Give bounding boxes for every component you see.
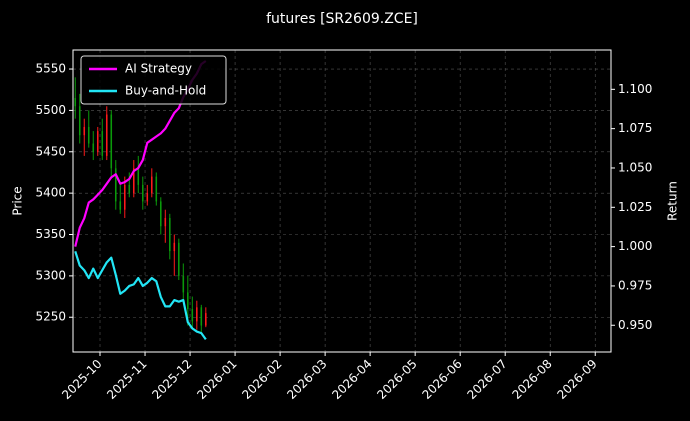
candle-body [205, 313, 207, 326]
legend-label: AI Strategy [125, 62, 192, 76]
candle-body [173, 242, 176, 252]
y-tick-label: 5250 [35, 310, 66, 324]
candle-body [141, 184, 144, 202]
candle-body [187, 292, 189, 309]
candle-body [128, 184, 131, 194]
candle-body [114, 168, 117, 202]
line-series [74, 250, 207, 341]
candle-body [119, 201, 122, 210]
candle-body [78, 106, 81, 136]
y2-tick-label: 1.025 [618, 200, 652, 214]
candle-body [200, 307, 203, 326]
candle-body [123, 184, 126, 210]
candle-body [110, 114, 113, 169]
candle-body [196, 307, 198, 322]
candle-body [92, 143, 95, 152]
y2-tick-label: 1.075 [618, 121, 652, 135]
candle-body [150, 176, 153, 194]
candle-body [83, 126, 86, 136]
y-tick-label: 5350 [35, 227, 66, 241]
y2-axis-label: Return [666, 181, 680, 221]
legend-box [80, 55, 227, 105]
legend-label: Buy-and-Hold [125, 84, 206, 98]
y-tick-label: 5450 [35, 144, 66, 158]
y2-tick-label: 1.100 [618, 82, 652, 96]
candle-body [169, 217, 171, 252]
y-tick-label: 5400 [35, 186, 66, 200]
candle-body [164, 217, 167, 227]
y2-tick-label: 0.975 [618, 278, 652, 292]
candle-body [101, 131, 104, 156]
candle-body [132, 168, 135, 194]
plot-frame [72, 49, 612, 353]
candle-body [74, 97, 77, 107]
y-axis-label: Price [11, 186, 25, 215]
candle-body [191, 308, 194, 322]
chart-title: futures [SR2609.ZCE] [266, 11, 418, 27]
candle-body [105, 114, 108, 156]
y-tick-label: 5300 [35, 268, 66, 282]
candle-body [155, 176, 158, 202]
candle-body [96, 131, 99, 152]
candle-body [146, 193, 149, 202]
candle-body [137, 168, 140, 185]
y-tick-label: 5550 [35, 62, 66, 76]
y2-tick-label: 1.000 [618, 239, 652, 253]
candle-body [178, 242, 180, 276]
candle-body [182, 275, 185, 293]
y2-tick-label: 0.950 [618, 318, 652, 332]
candle-body [87, 126, 90, 144]
y-tick-label: 5500 [35, 103, 66, 117]
y2-tick-label: 1.050 [618, 160, 652, 174]
candle-body [160, 201, 162, 227]
